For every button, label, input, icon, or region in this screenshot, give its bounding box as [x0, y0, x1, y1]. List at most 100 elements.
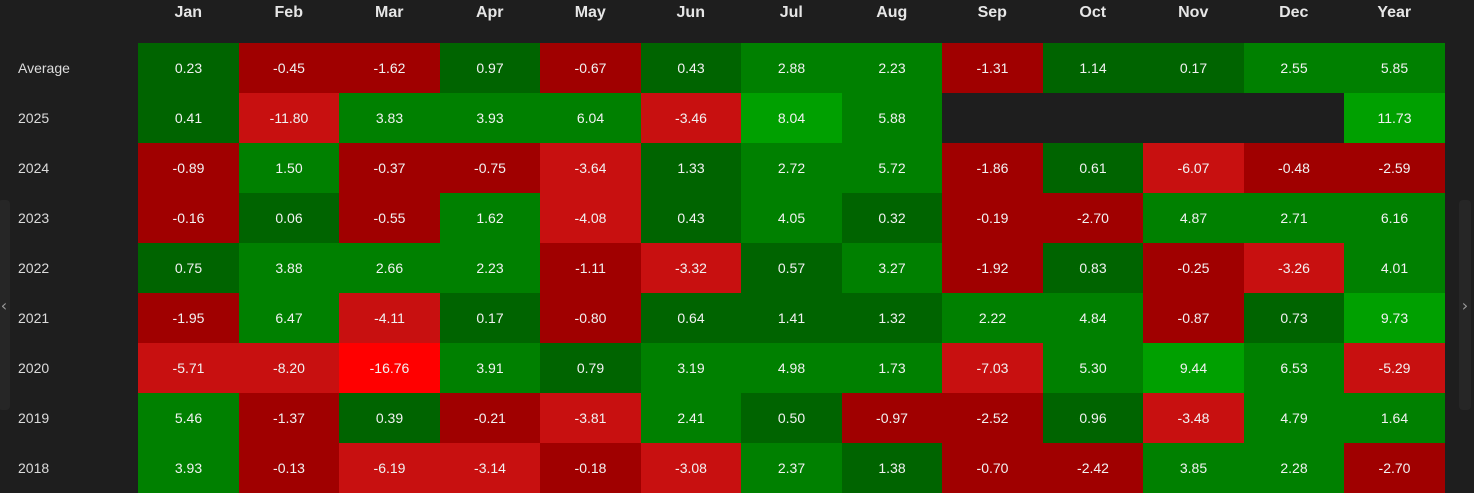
cell-value: -3.81	[574, 410, 607, 426]
column-header-may: May	[574, 4, 606, 21]
heatmap-cell: -6.19	[339, 443, 440, 493]
column-header-feb: Feb	[274, 4, 303, 21]
heatmap-cell: -0.97	[842, 393, 942, 443]
cell-value: 2.22	[978, 310, 1007, 326]
cell-value: 0.23	[174, 60, 203, 76]
chevron-right-icon: ›	[1461, 296, 1469, 315]
heatmap-cell: 2.55	[1244, 43, 1344, 93]
cell-value: -3.64	[574, 160, 607, 176]
heatmap-cell: -0.80	[540, 293, 641, 343]
column-header-nov: Nov	[1178, 4, 1209, 21]
column-header-jul: Jul	[779, 4, 803, 21]
heatmap-cell: 2.71	[1244, 193, 1344, 243]
heatmap-cell: 3.93	[138, 443, 239, 493]
cell-value: -0.45	[273, 60, 305, 76]
heatmap-cell: -3.14	[440, 443, 540, 493]
heatmap-cell: 1.64	[1344, 393, 1445, 443]
heatmap-cell: -8.20	[239, 343, 339, 393]
cell-value: -0.55	[373, 210, 406, 226]
cell-value: 8.04	[777, 110, 806, 126]
cell-value: 2.37	[777, 460, 806, 476]
cell-value: 3.19	[677, 360, 705, 376]
heatmap-cell: -1.62	[339, 43, 440, 93]
heatmap-cell: -1.31	[942, 43, 1043, 93]
heatmap-cell: 3.91	[440, 343, 540, 393]
heatmap-cell: 4.79	[1244, 393, 1344, 443]
cell-value: 3.85	[1179, 460, 1208, 476]
heatmap-cell: 0.43	[641, 43, 741, 93]
cell-value: 1.14	[1079, 60, 1107, 76]
cell-value: 3.93	[174, 460, 203, 476]
heatmap-cell: 2.66	[339, 243, 440, 293]
heatmap-cell: 9.44	[1143, 343, 1244, 393]
column-header-apr: Apr	[475, 4, 504, 21]
cell-value: 0.43	[677, 60, 705, 76]
heatmap-cell: -0.89	[138, 143, 239, 193]
heatmap-cell: -0.21	[440, 393, 540, 443]
row-label: 2025	[18, 110, 50, 126]
heatmap-cell: -2.59	[1344, 143, 1445, 193]
heatmap-cell: -0.67	[540, 43, 641, 93]
column-header-aug: Aug	[876, 4, 908, 21]
cell-value: 5.85	[1380, 60, 1409, 76]
heatmap-cell: 0.17	[1143, 43, 1244, 93]
heatmap-cell: -4.08	[540, 193, 641, 243]
cell-value: 6.53	[1280, 360, 1308, 376]
heatmap-cell: 5.85	[1344, 43, 1445, 93]
cell-value: 3.83	[375, 110, 404, 126]
cell-value: 5.46	[174, 410, 203, 426]
row-label: Average	[18, 60, 70, 76]
column-header-mar: Mar	[375, 4, 404, 21]
heatmap-cell: 3.88	[239, 243, 339, 293]
cell-value: -0.21	[474, 410, 506, 426]
cell-value: 11.73	[1377, 110, 1412, 126]
cell-value: -4.08	[574, 210, 607, 226]
heatmap-cell: 4.01	[1344, 243, 1445, 293]
cell-value: -0.25	[1177, 260, 1210, 276]
heatmap-cell: 3.83	[339, 93, 440, 143]
cell-value: 2.28	[1280, 460, 1308, 476]
cell-value: 0.32	[878, 210, 906, 226]
scroll-left-button[interactable]: ‹	[0, 200, 10, 410]
heatmap-cell: 4.84	[1043, 293, 1143, 343]
cell-value: 9.73	[1380, 310, 1409, 326]
cell-value: -1.95	[172, 310, 205, 326]
chevron-left-icon: ‹	[0, 296, 8, 315]
heatmap-cell: 0.50	[741, 393, 842, 443]
row-label: 2023	[18, 210, 50, 226]
scroll-right-button[interactable]: ›	[1459, 200, 1471, 410]
cell-value: 4.05	[777, 210, 806, 226]
cell-value: -6.07	[1177, 160, 1210, 176]
heatmap-cell: 6.47	[239, 293, 339, 343]
cell-value: -7.03	[976, 360, 1009, 376]
cell-value: -1.62	[373, 60, 406, 76]
cell-value: -5.71	[172, 360, 205, 376]
heatmap-cell: 0.39	[339, 393, 440, 443]
cell-value: -6.19	[373, 460, 406, 476]
heatmap-cell: 0.75	[138, 243, 239, 293]
cell-value: -2.52	[976, 410, 1009, 426]
heatmap-cell: -3.26	[1244, 243, 1344, 293]
cell-value: -3.26	[1278, 260, 1310, 276]
heatmap-cell: 2.23	[440, 243, 540, 293]
heatmap-cell: -7.03	[942, 343, 1043, 393]
heatmap-cell: 4.98	[741, 343, 842, 393]
cell-value: 2.88	[777, 60, 806, 76]
heatmap-cell: -1.92	[942, 243, 1043, 293]
heatmap-cell: 5.46	[138, 393, 239, 443]
heatmap-cell: 6.04	[540, 93, 641, 143]
cell-value: 0.83	[1079, 260, 1107, 276]
cell-value: -1.86	[976, 160, 1009, 176]
column-header-sep: Sep	[977, 4, 1007, 21]
heatmap-cell: 0.83	[1043, 243, 1143, 293]
heatmap-cell: -3.08	[641, 443, 741, 493]
cell-value: -3.08	[675, 460, 707, 476]
heatmap-cell: 0.57	[741, 243, 842, 293]
cell-value: 2.23	[878, 60, 906, 76]
cell-value: -3.46	[675, 110, 707, 126]
cell-value: 0.17	[1179, 60, 1208, 76]
heatmap-cell: -4.11	[339, 293, 440, 343]
heatmap-cell: 4.87	[1143, 193, 1244, 243]
heatmap-cell: 3.85	[1143, 443, 1244, 493]
